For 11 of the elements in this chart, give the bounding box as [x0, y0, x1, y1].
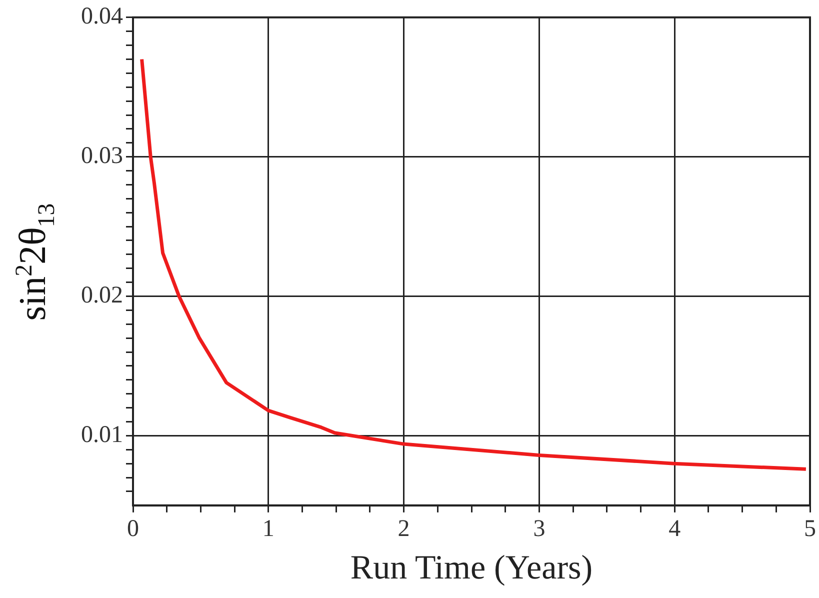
- y-tick-label: 0.04: [81, 4, 123, 30]
- x-tick-label: 5: [804, 516, 816, 542]
- y-tick-label: 0.02: [81, 282, 123, 309]
- x-tick-label: 3: [533, 516, 546, 542]
- y-tick-label: 0.03: [81, 143, 123, 170]
- x-axis-title: Run Time (Years): [350, 550, 593, 587]
- y-tick-label: 0.01: [81, 422, 123, 448]
- x-tick-label: 1: [262, 516, 274, 542]
- x-tick-label: 4: [668, 516, 681, 542]
- x-tick-label: 0: [127, 516, 139, 542]
- x-tick-label: 2: [398, 516, 410, 542]
